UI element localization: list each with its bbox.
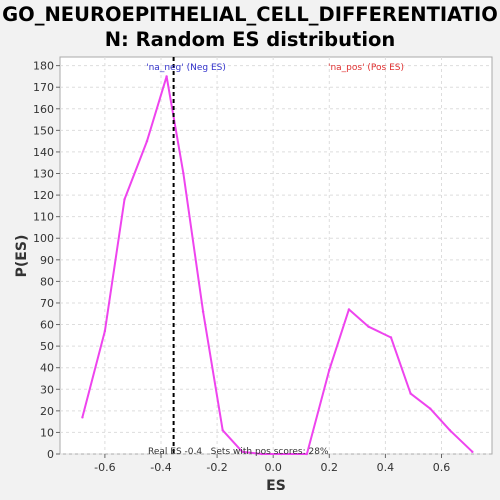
y-tick-label: 60 <box>40 319 54 332</box>
data-point <box>165 75 168 78</box>
y-tick-label: 50 <box>40 340 54 353</box>
series-layer <box>81 75 474 456</box>
y-axis-title: P(ES) <box>14 235 30 278</box>
legend-neg: 'na_neg' (Neg ES) <box>146 63 226 73</box>
x-tick-label: -0.6 <box>94 461 115 474</box>
data-point <box>305 452 309 456</box>
data-point <box>81 416 84 419</box>
x-tick-label: 0.6 <box>433 461 451 474</box>
y-tick-label: 180 <box>33 60 54 73</box>
data-point <box>471 450 474 454</box>
y-tick-label: 80 <box>40 275 54 288</box>
y-tick-label: 110 <box>33 211 54 224</box>
data-point <box>260 452 264 456</box>
y-tick-label: 70 <box>40 297 54 310</box>
data-point <box>103 329 107 333</box>
y-tick-label: 40 <box>40 362 54 375</box>
x-tick-label: 0.0 <box>264 461 282 474</box>
axes: 0 10 20 30 40 50 60 70 80 90 100 110 120 130 140 150 160… <box>33 60 450 474</box>
data-point <box>429 407 432 410</box>
y-tick-label: 130 <box>33 168 54 181</box>
y-tick-label: 170 <box>33 81 54 94</box>
y-tick-label: 30 <box>40 383 54 396</box>
chart-title-line2: N: Random ES distribution <box>104 28 396 51</box>
y-tick-label: 10 <box>40 426 54 439</box>
x-axis-title: ES <box>266 478 286 494</box>
x-tick-label: 0.2 <box>321 461 339 474</box>
data-point <box>123 198 126 201</box>
y-tick-label: 100 <box>33 232 54 245</box>
x-tick-label: -0.2 <box>206 461 227 474</box>
data-point <box>221 429 224 432</box>
data-point <box>367 325 370 328</box>
data-point <box>201 310 205 313</box>
x-tick-label: 0.4 <box>377 461 395 474</box>
legend-pos: 'na_pos' (Pos ES) <box>328 63 404 73</box>
y-tick-label: 120 <box>33 189 54 202</box>
y-tick-label: 140 <box>33 146 54 159</box>
y-tick-label: 0 <box>47 448 54 461</box>
y-tick-label: 160 <box>33 103 54 116</box>
grid-lines <box>60 57 492 455</box>
data-point <box>389 336 393 339</box>
data-point <box>347 308 351 311</box>
y-tick-label: 90 <box>40 254 54 267</box>
y-tick-label: 150 <box>33 124 54 137</box>
data-point <box>145 139 149 143</box>
es-distribution-line <box>81 75 474 455</box>
data-point <box>241 450 244 454</box>
x-tick-label: -0.4 <box>150 461 171 474</box>
data-point <box>280 452 283 456</box>
data-point <box>409 392 412 395</box>
data-point <box>448 429 452 432</box>
chart-title-line1: GO_NEUROEPITHELIAL_CELL_DIFFERENTIATIO <box>2 3 498 26</box>
real-es-annotation: Real ES -0.4 Sets with pos scores: 28% <box>148 447 329 457</box>
data-point <box>182 172 185 175</box>
chart-title: GO_NEUROEPITHELIAL_CELL_DIFFERENTIATIO N… <box>0 2 500 52</box>
data-point <box>328 368 331 372</box>
plot-area <box>59 56 493 455</box>
y-tick-label: 20 <box>40 405 54 418</box>
